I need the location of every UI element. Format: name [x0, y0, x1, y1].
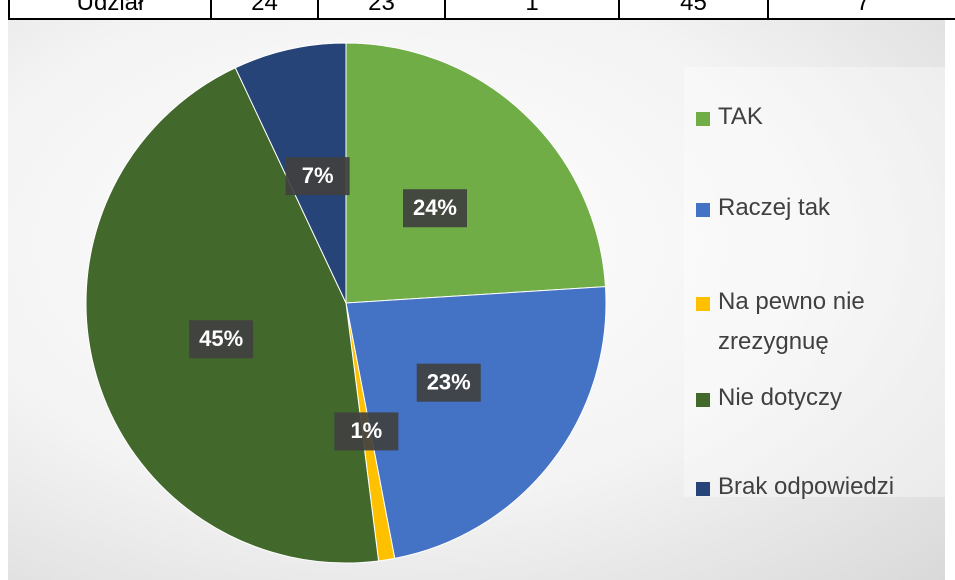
pie: 24% 23% 1% 45% 7%: [85, 42, 607, 564]
data-label: 24%: [413, 195, 457, 220]
legend-label: Brak odpowiedzi: [718, 473, 895, 500]
table-cell: 7: [767, 0, 955, 20]
legend-label: Raczej tak: [718, 194, 831, 221]
table-cell: 24: [210, 0, 319, 20]
legend-swatch: [696, 203, 710, 217]
data-label: 23%: [427, 369, 471, 394]
legend: TAK Raczej tak Na pewno nie zrezygnuę Nie d…: [684, 67, 945, 500]
pie-slice: [85, 67, 380, 564]
legend-item: Nie dotyczy: [696, 378, 943, 418]
legend-swatch: [696, 482, 710, 496]
legend-label: Na pewno nie zrezygnuę: [718, 288, 865, 355]
legend-item: Na pewno nie zrezygnuę: [696, 282, 943, 362]
legend-swatch: [696, 112, 710, 126]
table-cell: 23: [317, 0, 446, 20]
legend-swatch: [696, 297, 710, 311]
data-label-box: [189, 320, 254, 359]
pie-slice: [345, 42, 607, 304]
legend-swatch: [696, 393, 710, 407]
data-label-box: [334, 412, 399, 451]
data-label-box: [416, 363, 481, 402]
table: Udział 24 23 1 45 7: [8, 0, 955, 20]
data-label-box: [285, 157, 350, 196]
legend-label: TAK: [718, 103, 763, 130]
data-label: 1%: [350, 418, 382, 443]
table-cell: Udział: [8, 0, 212, 20]
legend-item: Raczej tak: [696, 188, 943, 228]
table-cell: 1: [444, 0, 620, 20]
data-label-box: [402, 189, 467, 228]
table-cell: 45: [618, 0, 769, 20]
legend-label: Nie dotyczy: [718, 384, 843, 411]
pie-slice: [345, 286, 607, 559]
data-label: 45%: [199, 326, 243, 351]
chart: 24% 23% 1% 45% 7% TAK Raczej tak Na pewno nie …: [8, 20, 945, 580]
legend-item: TAK: [696, 97, 943, 137]
data-label: 7%: [302, 163, 334, 188]
legend-item: Brak odpowiedzi: [696, 467, 943, 507]
